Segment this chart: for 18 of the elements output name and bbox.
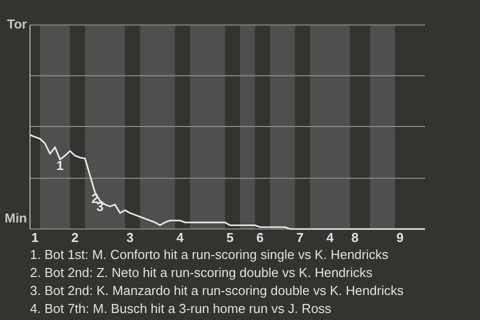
text: 4. Bot 7th: M. Busch hit a 3-run home run vs J. Ross	[30, 301, 332, 316]
x-tick-label: 6	[256, 230, 264, 245]
x-tick-label: 1	[31, 230, 39, 245]
text: Min	[4, 210, 28, 226]
x-tick-label: 8	[351, 230, 359, 245]
annotation: 3	[96, 199, 104, 214]
text: 3. Bot 2nd: K. Manzardo hit a run-scoring double vs K. Hendricks	[30, 283, 404, 298]
annotation: 1	[56, 158, 64, 173]
x-tick-label: 9	[396, 230, 404, 245]
text: 2. Bot 2nd: Z. Neto hit a run-scoring double vs K. Hendricks	[30, 265, 373, 280]
x-tick-label: 7	[296, 230, 304, 245]
text: 1. Bot 1st: M. Conforto hit a run-scoring single vs K. Hendricks	[30, 247, 389, 262]
x-tick-label: 5	[226, 230, 234, 245]
x-tick-label: 4	[176, 230, 184, 245]
text: Tor	[7, 16, 27, 32]
x-tick-label: 4	[326, 230, 334, 245]
x-tick-label: 3	[126, 230, 134, 245]
x-tick-label: 2	[71, 230, 79, 245]
